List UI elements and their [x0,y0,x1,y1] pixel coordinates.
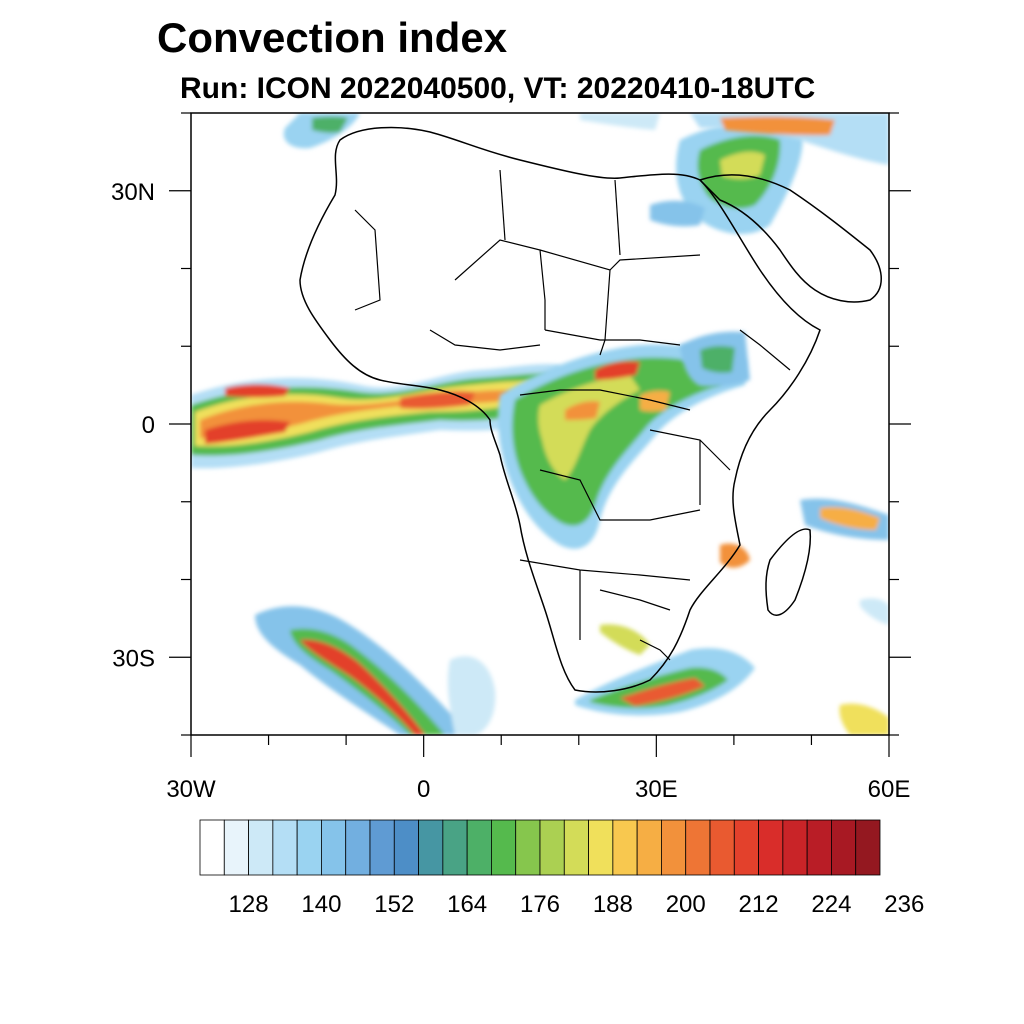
colorbar-swatch [393,819,419,876]
colorbar-swatch [588,819,614,876]
middle-east-convection [650,120,803,235]
colorbar-swatch [612,819,638,876]
colorbar-swatch [709,819,735,876]
lon-tick-label: 30W [166,776,216,803]
colorbar-swatch [321,819,347,876]
south-africa-convection [575,624,755,716]
atlantic-convection-band [191,364,560,469]
colorbar-label: 188 [593,891,633,918]
colorbar-swatch [199,819,225,876]
chart-subtitle: Run: ICON 2022040500, VT: 20220410-18UTC [180,72,816,105]
lon-tick-label: 30E [635,776,678,803]
mediterranean-convection [283,113,889,165]
lat-tick-label: 30N [111,179,155,206]
colorbar-swatch [248,819,274,876]
lat-tick-label: 0 [142,412,155,439]
madagascar-coastline [765,528,812,616]
lat-tick-label: 30S [112,645,155,672]
colorbar-swatch [345,819,371,876]
colorbar-label: 164 [447,891,487,918]
colorbar-swatch [369,819,395,876]
lon-tick-label: 0 [417,776,430,803]
colorbar-label: 236 [884,891,924,918]
convection-field [191,113,889,735]
country-borders [354,169,791,661]
south-atlantic-front [255,606,496,735]
colorbar-label: 224 [811,891,851,918]
colorbar-label: 212 [739,891,779,918]
colorbar-swatch [466,819,492,876]
colorbar-swatch [272,819,298,876]
colorbar [199,819,881,876]
colorbar-swatch [442,819,468,876]
colorbar-swatch [515,819,541,876]
colorbar-swatch [563,819,589,876]
colorbar-label: 140 [301,891,341,918]
colorbar-swatch [782,819,808,876]
colorbar-swatch [296,819,322,876]
coastlines [299,126,882,693]
colorbar-swatch [758,819,784,876]
congo-convection [498,344,745,549]
colorbar-swatch [491,819,517,876]
colorbar-label: 128 [229,891,269,918]
colorbar-swatch [418,819,444,876]
colorbar-swatch [831,819,857,876]
horn-convection [680,331,750,387]
colorbar-label: 200 [666,891,706,918]
indian-ocean-convection [720,498,889,735]
colorbar-label: 152 [374,891,414,918]
colorbar-swatch [661,819,687,876]
axis-ticks [169,112,911,757]
africa-coastline [299,126,821,693]
lon-tick-label: 60E [868,776,911,803]
colorbar-swatch [223,819,249,876]
colorbar-swatch [855,819,881,876]
colorbar-swatch [539,819,565,876]
colorbar-label: 176 [520,891,560,918]
colorbar-labels: 128 140 152 164 176 188 200 212 224 236 [229,891,925,918]
axis-labels: 30W 0 30E 60E 30N 0 30S [111,179,910,803]
chart-title: Convection index [157,14,508,61]
arabia-coastline [698,174,882,303]
colorbar-swatch [806,819,832,876]
colorbar-swatch [733,819,759,876]
colorbar-swatch [685,819,711,876]
colorbar-swatch [636,819,662,876]
